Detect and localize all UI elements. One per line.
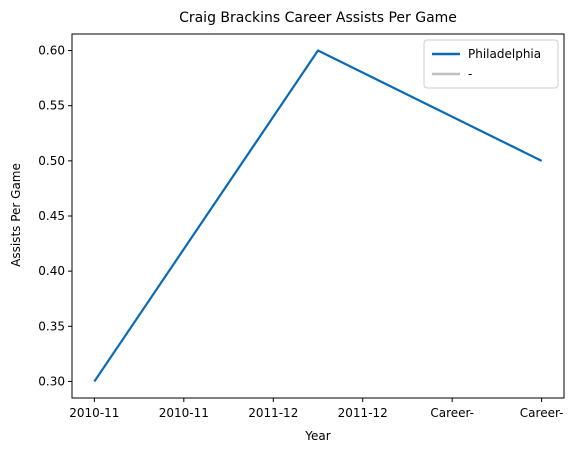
y-tick-label: 0.35 <box>38 319 65 333</box>
y-tick-label: 0.50 <box>38 154 65 168</box>
y-tick-label: 0.55 <box>38 99 65 113</box>
x-tick-label: 2010-11 <box>159 406 209 420</box>
legend-label: Philadelphia <box>468 47 541 61</box>
y-tick-label: 0.30 <box>38 374 65 388</box>
x-tick-label: Career- <box>520 406 564 420</box>
legend-box <box>423 39 559 89</box>
x-tick-label: Career- <box>430 406 474 420</box>
x-tick-label: 2011-12 <box>338 406 388 420</box>
series-line <box>93 49 543 383</box>
chart-title: Craig Brackins Career Assists Per Game <box>179 10 457 26</box>
x-tick-label: 2010-11 <box>69 406 119 420</box>
x-axis-label: Year <box>304 429 330 443</box>
y-axis-label: Assists Per Game <box>9 163 23 267</box>
legend-label: - <box>468 67 472 81</box>
y-tick-label: 0.45 <box>38 209 65 223</box>
y-tick-label: 0.40 <box>38 264 65 278</box>
x-tick-label: 2011-12 <box>248 406 298 420</box>
legend: Philadelphia - <box>423 39 559 89</box>
y-tick-label: 0.60 <box>38 44 65 58</box>
plot-area: 0.30 0.35 0.40 0.45 0.50 0.55 0.60 2010-11 2010-… <box>38 33 565 420</box>
plot-frame <box>71 33 565 399</box>
